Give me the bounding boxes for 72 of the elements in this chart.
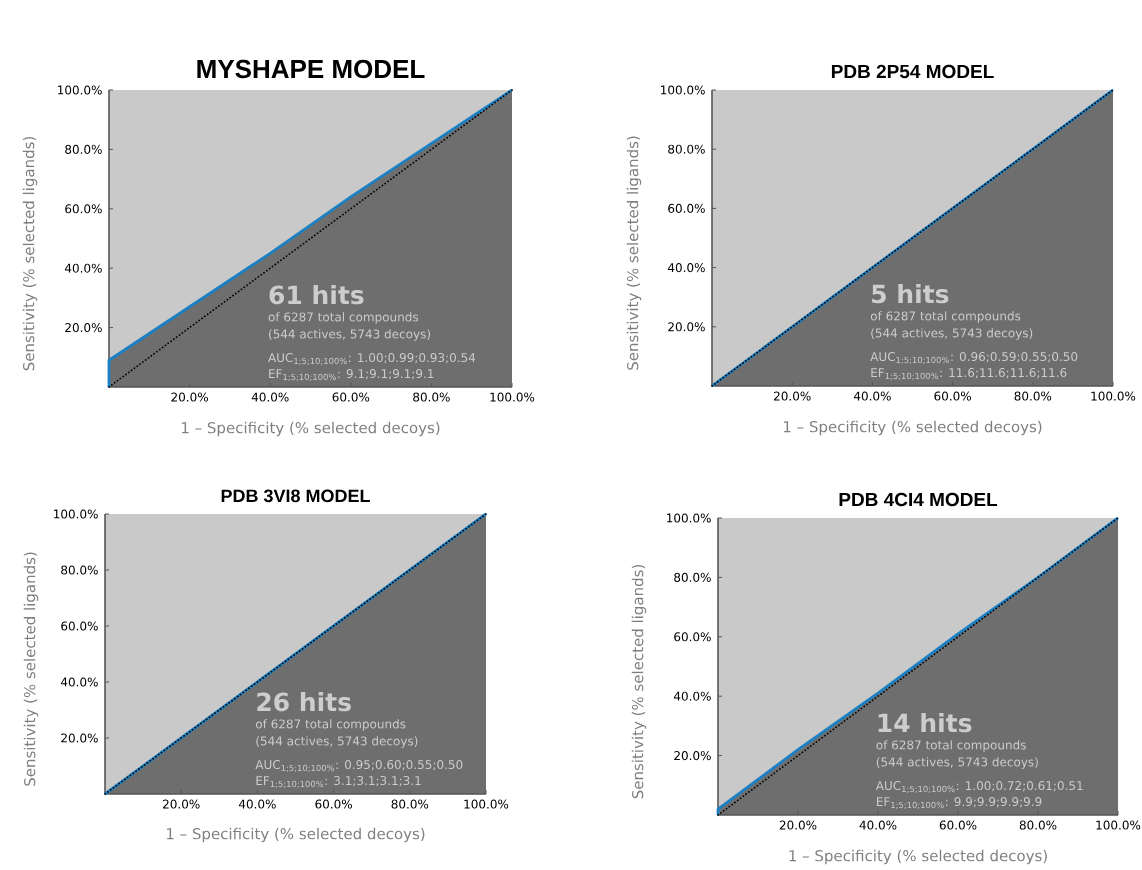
y-tick-label: 40.0% <box>60 677 98 687</box>
x-tick-label: 20.0% <box>163 799 200 809</box>
annotation: 5 hits <box>872 283 949 304</box>
y-tick-label: 60.0% <box>674 632 711 642</box>
y-axis-title: Sensitivity (% selected ligands) <box>22 136 38 371</box>
y-tick-label: 80.0% <box>65 144 102 154</box>
y-tick-label: 80.0% <box>668 144 705 154</box>
x-axis-title: 1 – Specificity (% selected decoys) <box>166 827 425 843</box>
annotation: (544 actives, 5743 decoys) <box>269 329 431 341</box>
annotation: AUC$_{1;5;10;100%}$: 1.00;0.99;0.93;0.54 <box>268 353 476 365</box>
annotation: AUC$_{1;5;10;100%}$: 0.95;0.60;0.55;0.50 <box>255 760 463 773</box>
y-tick-label: 100.0% <box>661 85 705 95</box>
annotation: (544 actives, 5743 decoys) <box>876 757 1038 769</box>
chart-title: PDB 3VI8 MODEL <box>221 489 370 503</box>
y-axis-title: Sensitivity (% selected ligands) <box>626 136 642 370</box>
annotation: (544 actives, 5743 decoys) <box>256 736 418 748</box>
annotation: EF$_{1;5;10;100%}$: 11.6;11.6;11.6;11.6 <box>871 368 1067 380</box>
annotation: AUC$_{1;5;10;100%}$: 0.96;0.59;0.55;0.50 <box>870 352 1078 364</box>
x-tick-label: 40.0% <box>238 799 276 809</box>
x-tick-label: 100.0% <box>1091 391 1136 401</box>
y-tick-label: 60.0% <box>668 203 705 213</box>
y-tick-label: 40.0% <box>673 691 711 701</box>
annotation: of 6287 total compounds <box>255 719 406 731</box>
annotation: EF$_{1;5;10;100%}$: 9.9;9.9;9.9;9.9 <box>876 797 1042 810</box>
x-tick-label: 100.0% <box>1096 820 1141 830</box>
chart-title: MYSHAPE MODEL <box>197 59 425 79</box>
x-tick-label: 80.0% <box>391 799 429 809</box>
annotation: 61 hits <box>269 284 364 305</box>
annotation: of 6287 total compounds <box>268 312 419 324</box>
x-tick-label: 40.0% <box>251 392 289 402</box>
y-tick-label: 100.0% <box>58 85 102 95</box>
x-tick-label: 60.0% <box>934 391 971 401</box>
x-tick-label: 80.0% <box>1014 391 1052 401</box>
x-tick-label: 100.0% <box>464 799 509 809</box>
x-tick-label: 40.0% <box>853 391 891 401</box>
x-tick-label: 40.0% <box>859 820 897 830</box>
chart-title: PDB 2P54 MODEL <box>831 64 994 79</box>
annotation: of 6287 total compounds <box>870 311 1021 323</box>
x-tick-label: 60.0% <box>332 392 370 402</box>
y-tick-label: 100.0% <box>667 513 711 523</box>
annotation: EF$_{1;5;10;100%}$: 9.1;9.1;9.1;9.1 <box>269 369 434 381</box>
x-axis-title: 1 – Specificity (% selected decoys) <box>181 421 440 437</box>
annotation: AUC$_{1;5;10;100%}$: 1.00;0.72;0.61;0.51 <box>875 781 1083 794</box>
y-tick-label: 80.0% <box>61 565 98 575</box>
annotation: of 6287 total compounds <box>876 740 1026 752</box>
annotation: EF$_{1;5;10;100%}$: 3.1;3.1;3.1;3.1 <box>256 776 421 789</box>
annotation: 14 hits <box>878 713 972 733</box>
y-tick-label: 20.0% <box>61 733 98 743</box>
y-axis-title: Sensitivity (% selected ligands) <box>631 564 647 799</box>
x-tick-label: 20.0% <box>774 391 811 401</box>
chart-title: PDB 4CI4 MODEL <box>839 492 998 507</box>
y-tick-label: 60.0% <box>65 204 102 214</box>
y-axis-title: Sensitivity (% selected ligands) <box>23 552 39 786</box>
x-tick-label: 60.0% <box>315 799 352 809</box>
x-tick-label: 60.0% <box>939 820 977 830</box>
x-tick-label: 80.0% <box>413 392 450 402</box>
y-tick-label: 40.0% <box>64 263 102 273</box>
x-tick-label: 80.0% <box>1019 820 1057 830</box>
y-tick-label: 60.0% <box>61 621 98 631</box>
y-tick-label: 20.0% <box>674 751 711 761</box>
y-tick-label: 20.0% <box>65 323 102 333</box>
y-tick-label: 100.0% <box>54 509 98 519</box>
x-tick-label: 100.0% <box>490 392 535 402</box>
y-tick-label: 20.0% <box>668 322 705 332</box>
x-axis-title: 1 – Specificity (% selected decoys) <box>789 849 1047 865</box>
annotation: 26 hits <box>257 692 351 712</box>
y-tick-label: 80.0% <box>674 572 711 582</box>
x-tick-label: 20.0% <box>171 392 208 402</box>
annotation: (544 actives, 5743 decoys) <box>871 328 1033 340</box>
y-tick-label: 40.0% <box>667 263 705 273</box>
x-tick-label: 20.0% <box>779 820 817 830</box>
x-axis-title: 1 – Specificity (% selected decoys) <box>783 420 1042 436</box>
